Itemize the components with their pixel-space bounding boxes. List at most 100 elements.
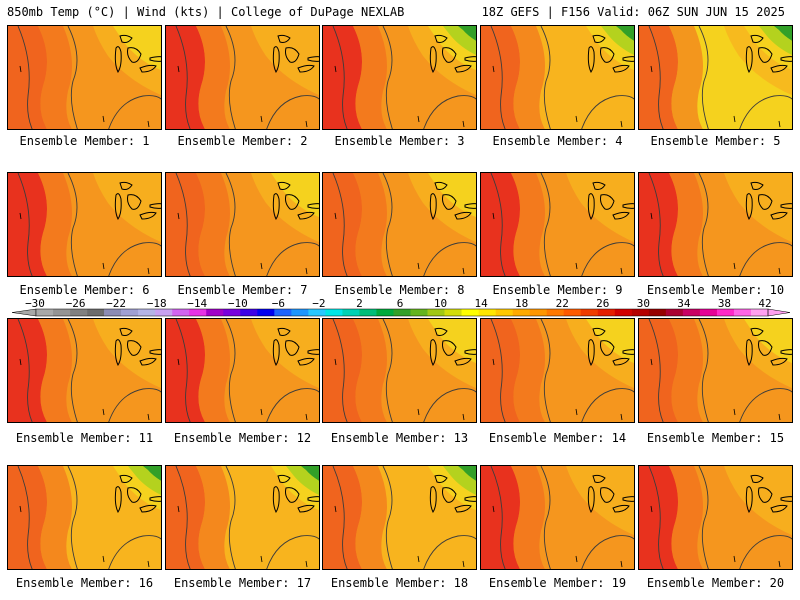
colorbar-segment <box>104 309 122 316</box>
great-lake-outline <box>745 46 753 73</box>
great-lake-outline <box>622 496 634 502</box>
warm-air-region <box>166 173 205 276</box>
isotherm-contour <box>175 319 191 422</box>
great-lake-outline <box>285 487 300 503</box>
isotherm-contour <box>648 26 664 129</box>
great-lake-outline <box>592 181 606 190</box>
great-lake-outline <box>114 486 122 513</box>
wind-barb <box>19 358 22 366</box>
colorbar-tick-label: 38 <box>717 297 732 310</box>
great-lake-outline <box>600 194 615 210</box>
isotherm-contour <box>423 242 476 276</box>
warm-air-region <box>323 466 362 569</box>
wind-barb <box>334 505 337 513</box>
wind-barb <box>462 560 465 568</box>
ensemble-member-map <box>638 25 793 130</box>
warm-air-region <box>8 26 47 129</box>
great-lake-outline <box>454 357 472 366</box>
colorbar-segment <box>733 309 752 316</box>
colorbar-segment <box>291 309 309 316</box>
wind-barb <box>733 115 736 123</box>
wind-barb <box>417 408 420 416</box>
colorbar-segment <box>444 309 462 316</box>
great-lake-outline <box>149 349 161 355</box>
colorbar-segment <box>206 309 224 316</box>
colorbar-segment <box>546 309 565 316</box>
ensemble-member-map <box>7 465 162 570</box>
great-lake-outline <box>434 181 448 190</box>
great-lake-outline <box>592 474 606 483</box>
great-lake-outline <box>454 504 472 513</box>
wind-barb <box>334 65 337 73</box>
colorbar-segment <box>53 309 71 316</box>
great-lake-outline <box>119 474 133 483</box>
warm-air-region <box>639 466 678 569</box>
isotherm-contour <box>108 388 161 422</box>
ensemble-member-map <box>322 318 477 423</box>
wind-barb <box>102 408 105 416</box>
ensemble-member-label: Ensemble Member: 13 <box>330 431 469 445</box>
cooler-air-region <box>251 26 319 96</box>
isotherm-contour <box>382 319 393 422</box>
great-lake-outline <box>307 349 319 355</box>
great-lake-outline <box>758 340 773 356</box>
great-lake-outline <box>149 496 161 502</box>
great-lake-outline <box>780 496 792 502</box>
isotherm-contour <box>739 535 792 569</box>
ensemble-member-map <box>322 172 477 277</box>
great-lake-outline <box>307 56 319 62</box>
ensemble-member-map <box>322 25 477 130</box>
isotherm-contour <box>332 319 348 422</box>
wind-barb <box>177 505 180 513</box>
warm-transition-region <box>166 173 230 276</box>
colorbar-segment <box>512 309 530 316</box>
temperature-map <box>481 173 634 276</box>
colorbar-segment <box>121 309 139 316</box>
wind-barb <box>417 115 420 123</box>
colorbar-tick-label: 26 <box>596 297 610 310</box>
cold-air-core <box>143 466 161 481</box>
isotherm-contour <box>648 173 664 276</box>
isotherm-contour <box>581 388 634 422</box>
great-lake-outline <box>277 34 291 43</box>
ensemble-member-label: Ensemble Member: 14 <box>488 431 627 445</box>
great-lake-outline <box>600 487 615 503</box>
isotherm-contour <box>108 242 161 276</box>
colorbar-tick-label: 2 <box>356 297 363 310</box>
great-lake-outline <box>454 64 472 73</box>
wind-barb <box>575 408 578 416</box>
great-lake-outline <box>464 349 476 355</box>
ensemble-member-map <box>480 172 635 277</box>
cold-air-core <box>774 26 792 41</box>
temperature-map <box>639 466 792 569</box>
ensemble-member-label: Ensemble Member: 20 <box>646 576 785 590</box>
colorbar-segment <box>597 309 616 316</box>
great-lake-outline <box>442 487 457 503</box>
colorbar-tick-label: 10 <box>433 297 448 310</box>
wind-barb <box>650 212 653 220</box>
cooler-air-region <box>251 319 319 389</box>
cool-air-region <box>113 26 161 71</box>
isotherm-contour <box>67 466 78 569</box>
wind-barb <box>102 555 105 563</box>
isotherm-contour <box>490 26 506 129</box>
temperature-map <box>8 173 161 276</box>
ensemble-member-label: Ensemble Member: 4 <box>492 134 623 148</box>
colorbar-segment <box>257 309 275 316</box>
wind-barb <box>305 120 308 128</box>
isotherm-contour <box>648 319 664 422</box>
wind-barb <box>177 212 180 220</box>
isotherm-contour <box>17 466 33 569</box>
great-lake-outline <box>770 211 788 220</box>
great-lake-outline <box>464 496 476 502</box>
wind-barb <box>492 358 495 366</box>
great-lake-outline <box>780 349 792 355</box>
ensemble-member-map <box>165 318 320 423</box>
great-lake-outline <box>612 64 630 73</box>
great-lake-outline <box>429 486 437 513</box>
isotherm-contour <box>382 26 393 129</box>
great-lake-outline <box>587 193 595 220</box>
cool-air-region <box>744 319 792 364</box>
isotherm-contour <box>490 173 506 276</box>
warm-transition-region <box>8 319 72 422</box>
